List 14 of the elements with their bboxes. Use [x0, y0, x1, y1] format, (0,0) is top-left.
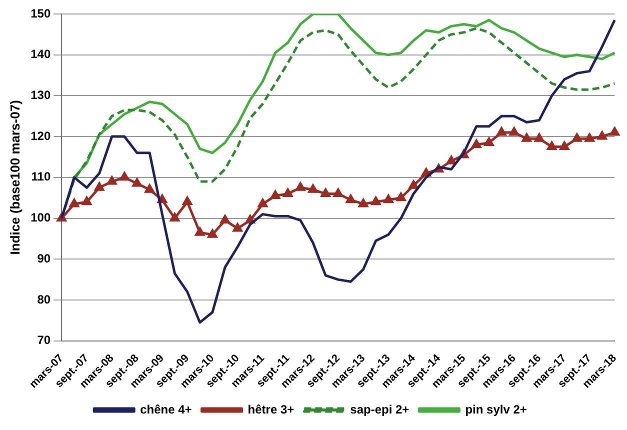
y-tick-label: 70	[37, 333, 51, 348]
y-tick-label: 90	[37, 251, 51, 266]
legend-label: chêne 4+	[140, 402, 192, 416]
y-tick-label: 100	[30, 210, 51, 225]
y-tick-label: 150	[30, 6, 51, 20]
legend-label: pin sylv 2+	[465, 402, 527, 416]
legend-label: sap-epi 2+	[350, 402, 410, 416]
y-tick-label: 120	[30, 128, 51, 143]
y-tick-label: 130	[30, 88, 51, 102]
y-tick-label: 110	[31, 170, 51, 184]
y-tick-label: 140	[30, 47, 51, 62]
y-tick-label: 80	[37, 292, 51, 306]
legend-label: hêtre 3+	[248, 402, 294, 416]
y-axis-title: Indice (base100 mars-07)	[7, 100, 22, 255]
